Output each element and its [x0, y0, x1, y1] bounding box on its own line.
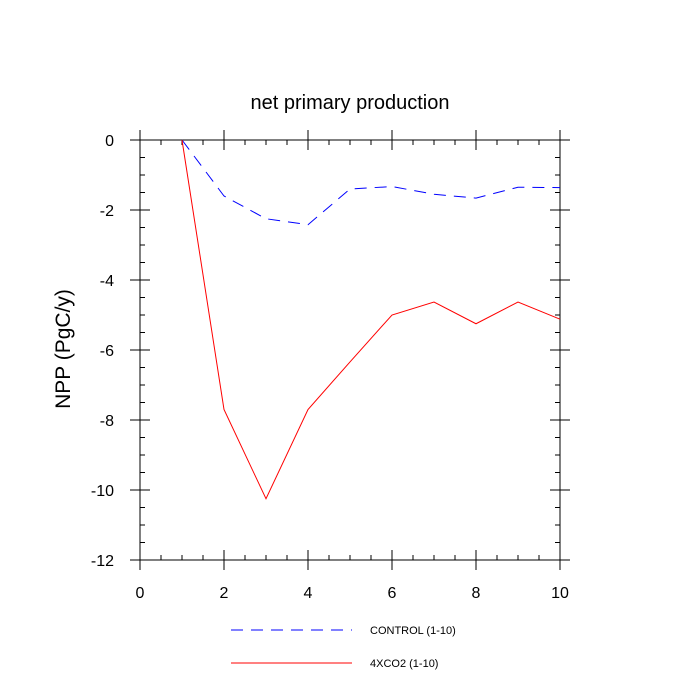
x-tick-label: 10 — [551, 585, 569, 602]
chart-title: net primary production — [251, 92, 450, 114]
series-line-4xco2 — [181, 139, 561, 500]
legend-label-control: CONTROL (1-10) — [370, 625, 456, 637]
y-tick-label: 0 — [105, 133, 114, 150]
y-tick-label: -8 — [100, 413, 114, 430]
y-tick-label: -4 — [100, 273, 114, 290]
y-tick-label: -10 — [91, 483, 114, 500]
y-tick-label: -2 — [100, 203, 114, 220]
legend: CONTROL (1-10) 4XCO2 (1-10) — [231, 625, 456, 670]
y-tick-label: -6 — [100, 343, 114, 360]
axis-ticks — [130, 130, 570, 570]
x-tick-label: 6 — [388, 585, 397, 602]
y-tick-label: -12 — [91, 553, 114, 570]
x-tick-label: 2 — [220, 585, 229, 602]
series-line-control — [181, 139, 561, 226]
x-tick-label: 0 — [136, 585, 145, 602]
y-axis-label: NPP (PgC/y) — [52, 289, 75, 409]
x-tick-label: 4 — [304, 585, 313, 602]
plot-frame — [139, 139, 561, 561]
series-lines — [181, 139, 561, 500]
x-tick-label: 8 — [472, 585, 481, 602]
axis-tick-labels: 0 2 4 6 8 10 0 -2 -4 -6 -8 -10 -12 — [91, 133, 569, 602]
legend-label-4xco2: 4XCO2 (1-10) — [370, 658, 438, 670]
